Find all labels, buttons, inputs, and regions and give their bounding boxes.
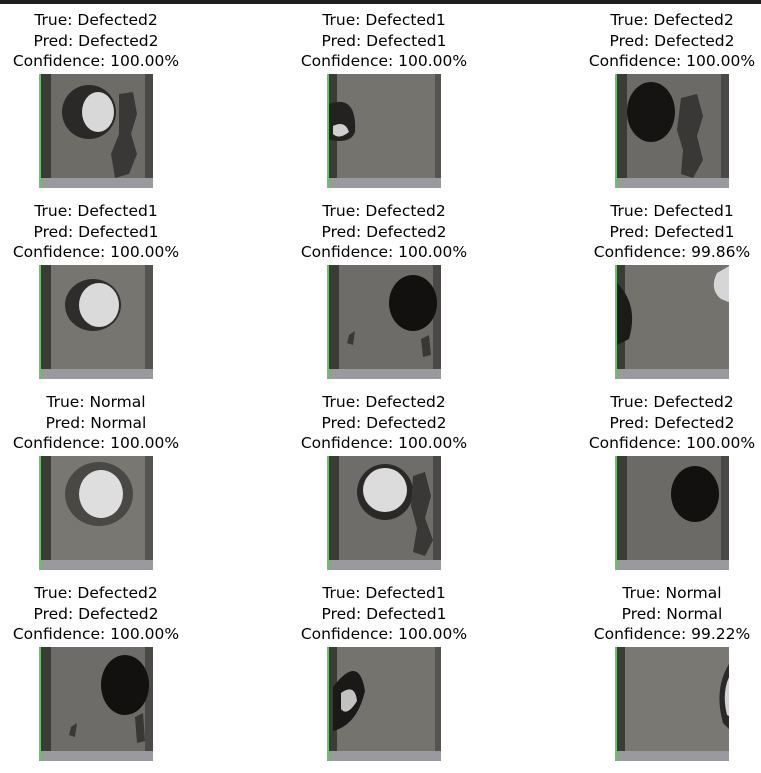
sample-cell: True: Normal Pred: Normal Confidence: 99… (572, 583, 761, 761)
sample-image (327, 456, 441, 570)
pred-label: Pred: Defected2 (609, 413, 735, 432)
metal-part-photo (617, 265, 729, 379)
metal-part-photo (617, 456, 729, 570)
confidence-label: Confidence: 99.86% (593, 243, 751, 261)
sample-image (615, 456, 729, 570)
metal-part-photo (329, 265, 441, 379)
confidence-label: Confidence: 100.00% (588, 434, 756, 452)
metal-part-photo (329, 647, 441, 761)
true-label: True: Defected1 (322, 11, 446, 29)
true-label: True: Defected2 (34, 11, 158, 29)
metal-part-photo (329, 74, 441, 188)
pred-label: Pred: Defected2 (33, 31, 159, 50)
pred-label: Pred: Defected1 (321, 604, 447, 623)
pred-label: Pred: Defected2 (321, 222, 447, 241)
sample-image (39, 456, 153, 570)
true-label: True: Defected1 (610, 202, 734, 220)
metal-part-photo (41, 74, 153, 188)
sample-image (39, 647, 153, 761)
sample-cell: True: Defected1 Pred: Defected1 Confiden… (284, 10, 484, 188)
sample-image (615, 265, 729, 379)
sample-cell: True: Defected2 Pred: Defected2 Confiden… (284, 201, 484, 379)
sample-cell: True: Defected2 Pred: Defected2 Confiden… (572, 392, 761, 570)
true-label: True: Defected1 (34, 202, 158, 220)
confidence-label: Confidence: 100.00% (300, 243, 468, 261)
sample-cell: True: Defected2 Pred: Defected2 Confiden… (284, 392, 484, 570)
true-label: True: Defected2 (610, 393, 734, 411)
true-label: True: Defected2 (34, 584, 158, 602)
pred-label: Pred: Normal (45, 413, 147, 432)
confidence-label: Confidence: 99.22% (593, 625, 751, 643)
metal-part-photo (41, 265, 153, 379)
metal-part-photo (617, 74, 729, 188)
sample-image (327, 74, 441, 188)
metal-part-photo (329, 456, 441, 570)
metal-part-photo (41, 647, 153, 761)
pred-label: Pred: Defected1 (609, 222, 735, 241)
confidence-label: Confidence: 100.00% (12, 434, 180, 452)
sample-cell: True: Defected1 Pred: Defected1 Confiden… (0, 201, 196, 379)
sample-image (615, 647, 729, 761)
top-border (0, 0, 761, 4)
pred-label: Pred: Normal (621, 604, 723, 623)
confidence-label: Confidence: 100.00% (588, 52, 756, 70)
sample-cell: True: Defected2 Pred: Defected2 Confiden… (572, 10, 761, 188)
confidence-label: Confidence: 100.00% (12, 52, 180, 70)
true-label: True: Defected1 (322, 584, 446, 602)
sample-cell: True: Defected2 Pred: Defected2 Confiden… (0, 10, 196, 188)
confidence-label: Confidence: 100.00% (12, 625, 180, 643)
sample-image (615, 74, 729, 188)
sample-cell: True: Defected2 Pred: Defected2 Confiden… (0, 583, 196, 761)
true-label: True: Normal (46, 393, 146, 411)
true-label: True: Normal (622, 584, 722, 602)
confidence-label: Confidence: 100.00% (300, 434, 468, 452)
sample-image (39, 74, 153, 188)
true-label: True: Defected2 (322, 393, 446, 411)
pred-label: Pred: Defected1 (33, 222, 159, 241)
true-label: True: Defected2 (610, 11, 734, 29)
sample-cell: True: Defected1 Pred: Defected1 Confiden… (572, 201, 761, 379)
pred-label: Pred: Defected1 (321, 31, 447, 50)
pred-label: Pred: Defected2 (609, 31, 735, 50)
metal-part-photo (41, 456, 153, 570)
pred-label: Pred: Defected2 (321, 413, 447, 432)
sample-cell: True: Normal Pred: Normal Confidence: 10… (0, 392, 196, 570)
sample-image (39, 265, 153, 379)
confidence-label: Confidence: 100.00% (12, 243, 180, 261)
confidence-label: Confidence: 100.00% (300, 625, 468, 643)
pred-label: Pred: Defected2 (33, 604, 159, 623)
sample-cell: True: Defected1 Pred: Defected1 Confiden… (284, 583, 484, 761)
confidence-label: Confidence: 100.00% (300, 52, 468, 70)
metal-part-photo (617, 647, 729, 761)
sample-image (327, 647, 441, 761)
true-label: True: Defected2 (322, 202, 446, 220)
sample-image (327, 265, 441, 379)
